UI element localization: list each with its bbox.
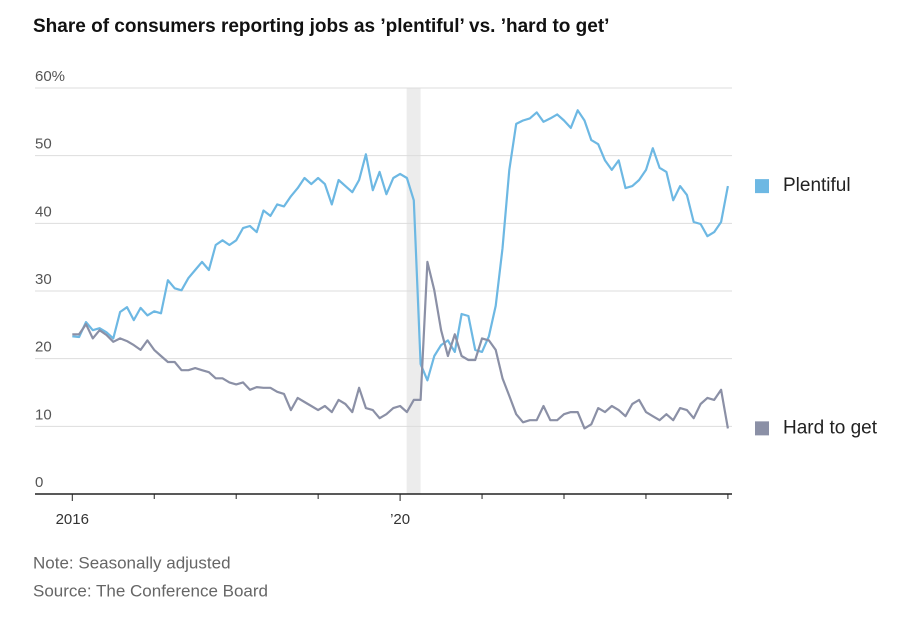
legend-swatch: [755, 421, 769, 436]
series-line: [72, 109, 729, 382]
x-tick-label: ’20: [390, 511, 410, 528]
series-line: [72, 260, 729, 430]
legend-label: Plentiful: [783, 175, 851, 196]
x-tick-label: 2016: [56, 511, 89, 528]
chart-title: Share of consumers reporting jobs as ’pl…: [33, 16, 609, 37]
y-tick-label: 60%: [35, 68, 65, 85]
y-tick-label: 50: [35, 136, 52, 153]
y-tick-label: 10: [35, 406, 52, 423]
y-tick-label: 0: [35, 474, 43, 491]
legend-label: Hard to get: [783, 417, 878, 438]
y-tick-label: 30: [35, 271, 52, 288]
note: Note: Seasonally adjusted: [33, 553, 231, 572]
source: Source: The Conference Board: [33, 581, 268, 600]
y-tick-label: 20: [35, 339, 52, 356]
y-tick-label: 40: [35, 203, 52, 220]
legend-swatch: [755, 179, 769, 194]
